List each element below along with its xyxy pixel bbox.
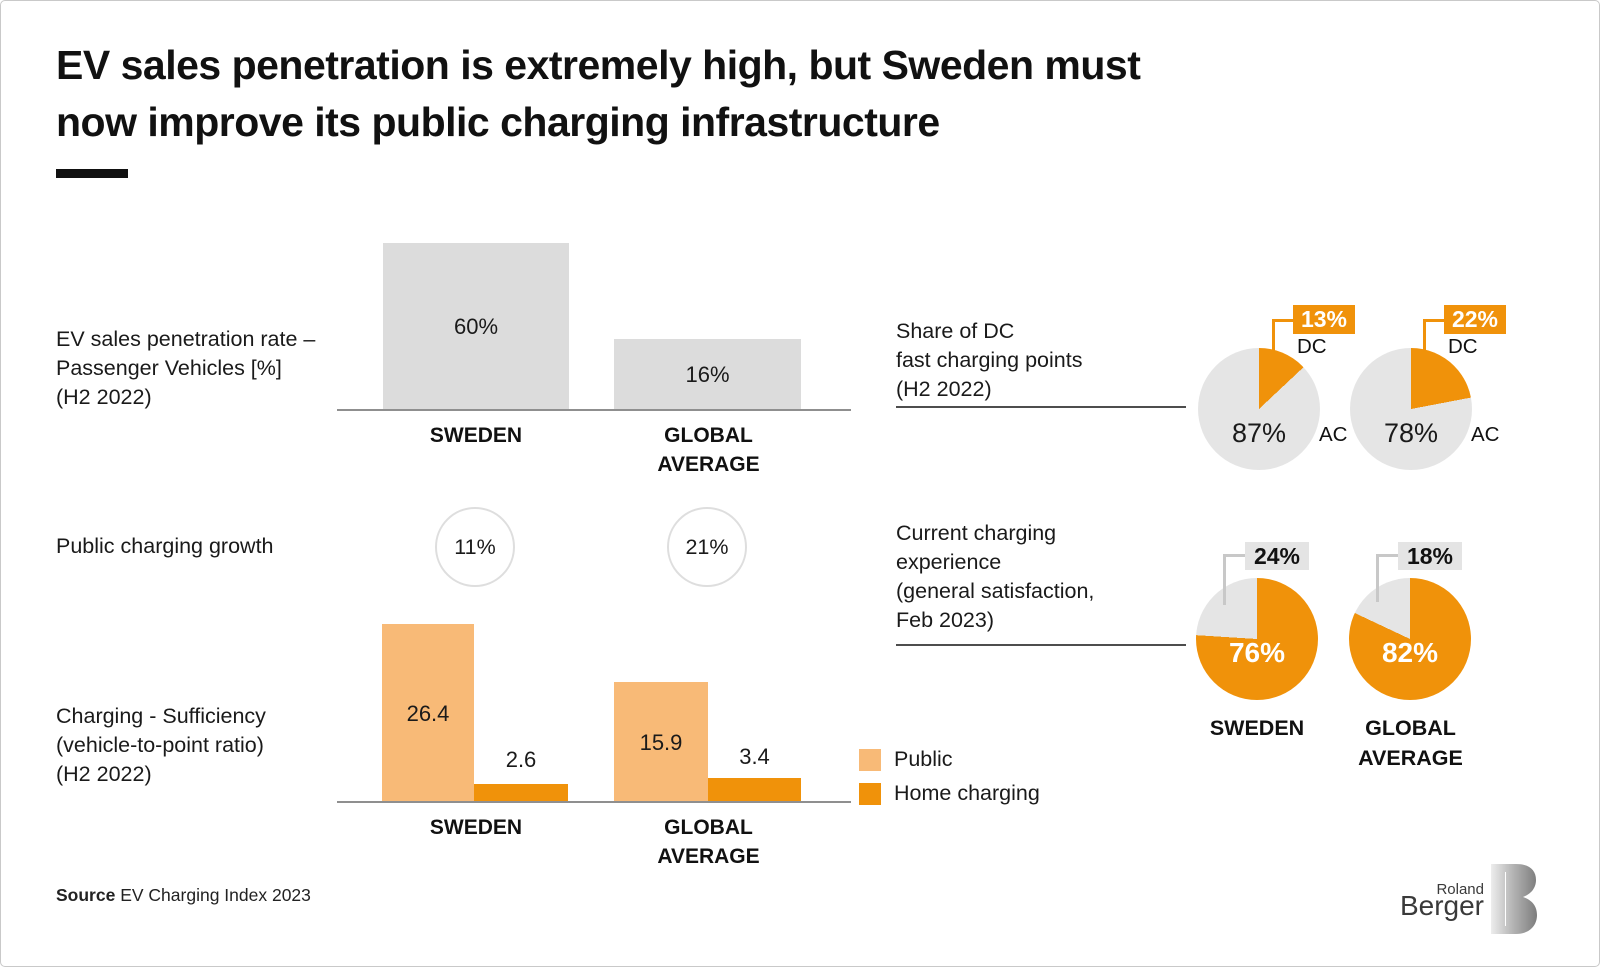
- ev-sales-bar-global: 16%: [614, 339, 801, 410]
- ev-sales-bar-global-value: 16%: [685, 361, 730, 387]
- ev-sales-chart-label-line1: EV sales penetration rate –: [56, 327, 316, 351]
- experience-value-global: 82%: [1381, 637, 1439, 668]
- experience-category-global: GLOBAL AVERAGE: [1358, 716, 1463, 770]
- sufficiency-bar-global-home: [708, 778, 801, 803]
- experience-callout-line-sweden: [1223, 554, 1248, 605]
- ev-sales-chart-label-line2: Passenger Vehicles [%]: [56, 356, 282, 380]
- dc-label-sweden: DC: [1297, 335, 1327, 358]
- experience-label-line2: experience: [896, 550, 1002, 574]
- roland-berger-b-icon: [1491, 864, 1537, 939]
- dc-label-global: DC: [1448, 335, 1478, 358]
- experience-divider: [896, 644, 1186, 646]
- dc-share-divider: [896, 406, 1186, 408]
- sufficiency-bar-sweden-public: 26.4: [382, 624, 474, 803]
- legend-label-home-charging: Home charging: [894, 781, 1040, 805]
- sufficiency-axis-line: [337, 801, 851, 803]
- ev-sales-bar-sweden-value: 60%: [453, 313, 499, 339]
- sufficiency-bar-global-public: 15.9: [614, 682, 708, 803]
- legend-swatch-public: [859, 749, 881, 771]
- dc-share-callout-box-sweden: 13%: [1293, 305, 1355, 334]
- sufficiency-chart-label: Charging - Sufficiency (vehicle-to-point…: [56, 702, 266, 789]
- title-underline: [56, 169, 128, 178]
- sufficiency-value-sweden-public: 26.4: [406, 700, 450, 726]
- experience-callout-line-global: [1376, 554, 1401, 602]
- sufficiency-value-sweden-home: 2.6: [505, 747, 537, 772]
- sufficiency-value-global-public: 15.9: [639, 729, 683, 755]
- charging-growth-value-sweden: 11%: [454, 534, 496, 559]
- sufficiency-value-global-home: 3.4: [739, 744, 770, 769]
- experience-label-line3: (general satisfaction,: [896, 579, 1095, 603]
- dc-share-pie-sweden: [1198, 348, 1320, 470]
- logo-roland-text: Roland: [1436, 881, 1484, 898]
- sufficiency-chart-label-line3: (H2 2022): [56, 762, 152, 786]
- source-line: Source EV Charging Index 2023: [56, 885, 311, 906]
- source-label: Source: [56, 885, 116, 905]
- ev-sales-bar-sweden: 60%: [383, 243, 569, 410]
- sufficiency-chart-label-line1: Charging - Sufficiency: [56, 704, 266, 728]
- ac-share-value-global: 78%: [1383, 418, 1439, 448]
- experience-callout-box-global: 18%: [1398, 542, 1462, 570]
- charging-growth-label: Public charging growth: [56, 534, 274, 558]
- experience-label-line4: Feb 2023): [896, 608, 995, 632]
- ev-sales-axis-line: [337, 409, 851, 411]
- ev-sales-chart-label: EV sales penetration rate – Passenger Ve…: [56, 325, 315, 412]
- dc-share-pie-global: [1350, 348, 1472, 470]
- dc-share-label-line1: Share of DC: [896, 319, 1015, 343]
- sufficiency-chart-label-line2: (vehicle-to-point ratio): [56, 733, 264, 757]
- dc-share-callout-box-global: 22%: [1444, 305, 1506, 334]
- legend-label-public: Public: [894, 747, 953, 771]
- charging-growth-value-global: 21%: [685, 534, 729, 559]
- dc-share-label-line2: fast charging points: [896, 348, 1083, 372]
- ac-share-value-sweden: 87%: [1231, 418, 1287, 448]
- legend-swatch-home-charging: [859, 783, 881, 805]
- logo-berger-text: Berger: [1399, 890, 1484, 921]
- dc-share-section-label: Share of DC fast charging points (H2 202…: [896, 317, 1082, 404]
- experience-pie-sweden: [1196, 578, 1318, 700]
- experience-pie-global: [1349, 578, 1471, 700]
- charging-growth-circle-global: 21%: [667, 507, 747, 587]
- experience-category-sweden: SWEDEN: [1209, 716, 1305, 740]
- experience-callout-box-sweden: 24%: [1245, 542, 1309, 570]
- source-text: EV Charging Index 2023: [120, 885, 311, 905]
- ev-sales-category-sweden: SWEDEN: [429, 424, 523, 447]
- ev-sales-category-global: GLOBAL AVERAGE: [657, 424, 760, 476]
- page-title-line2: now improve its public charging infrastr…: [56, 99, 940, 145]
- charging-growth-circle-sweden: 11%: [435, 507, 515, 587]
- dc-share-callout-line-global: [1423, 319, 1447, 355]
- sufficiency-bar-sweden-home: [474, 784, 568, 803]
- experience-value-sweden: 76%: [1228, 637, 1286, 668]
- dc-share-callout-line-sweden: [1272, 319, 1296, 355]
- page-title-line1: EV sales penetration is extremely high, …: [56, 42, 1141, 88]
- ac-label-sweden: AC: [1319, 423, 1348, 446]
- experience-label-line1: Current charging: [896, 521, 1057, 545]
- ev-sales-chart-label-line3: (H2 2022): [56, 385, 152, 409]
- dc-share-label-line3: (H2 2022): [896, 377, 992, 401]
- experience-section-label: Current charging experience (general sat…: [896, 519, 1094, 635]
- ac-label-global: AC: [1471, 423, 1500, 446]
- sufficiency-category-sweden: SWEDEN: [429, 816, 523, 839]
- sufficiency-category-global: GLOBAL AVERAGE: [657, 816, 760, 868]
- page-title: EV sales penetration is extremely high, …: [56, 37, 1141, 151]
